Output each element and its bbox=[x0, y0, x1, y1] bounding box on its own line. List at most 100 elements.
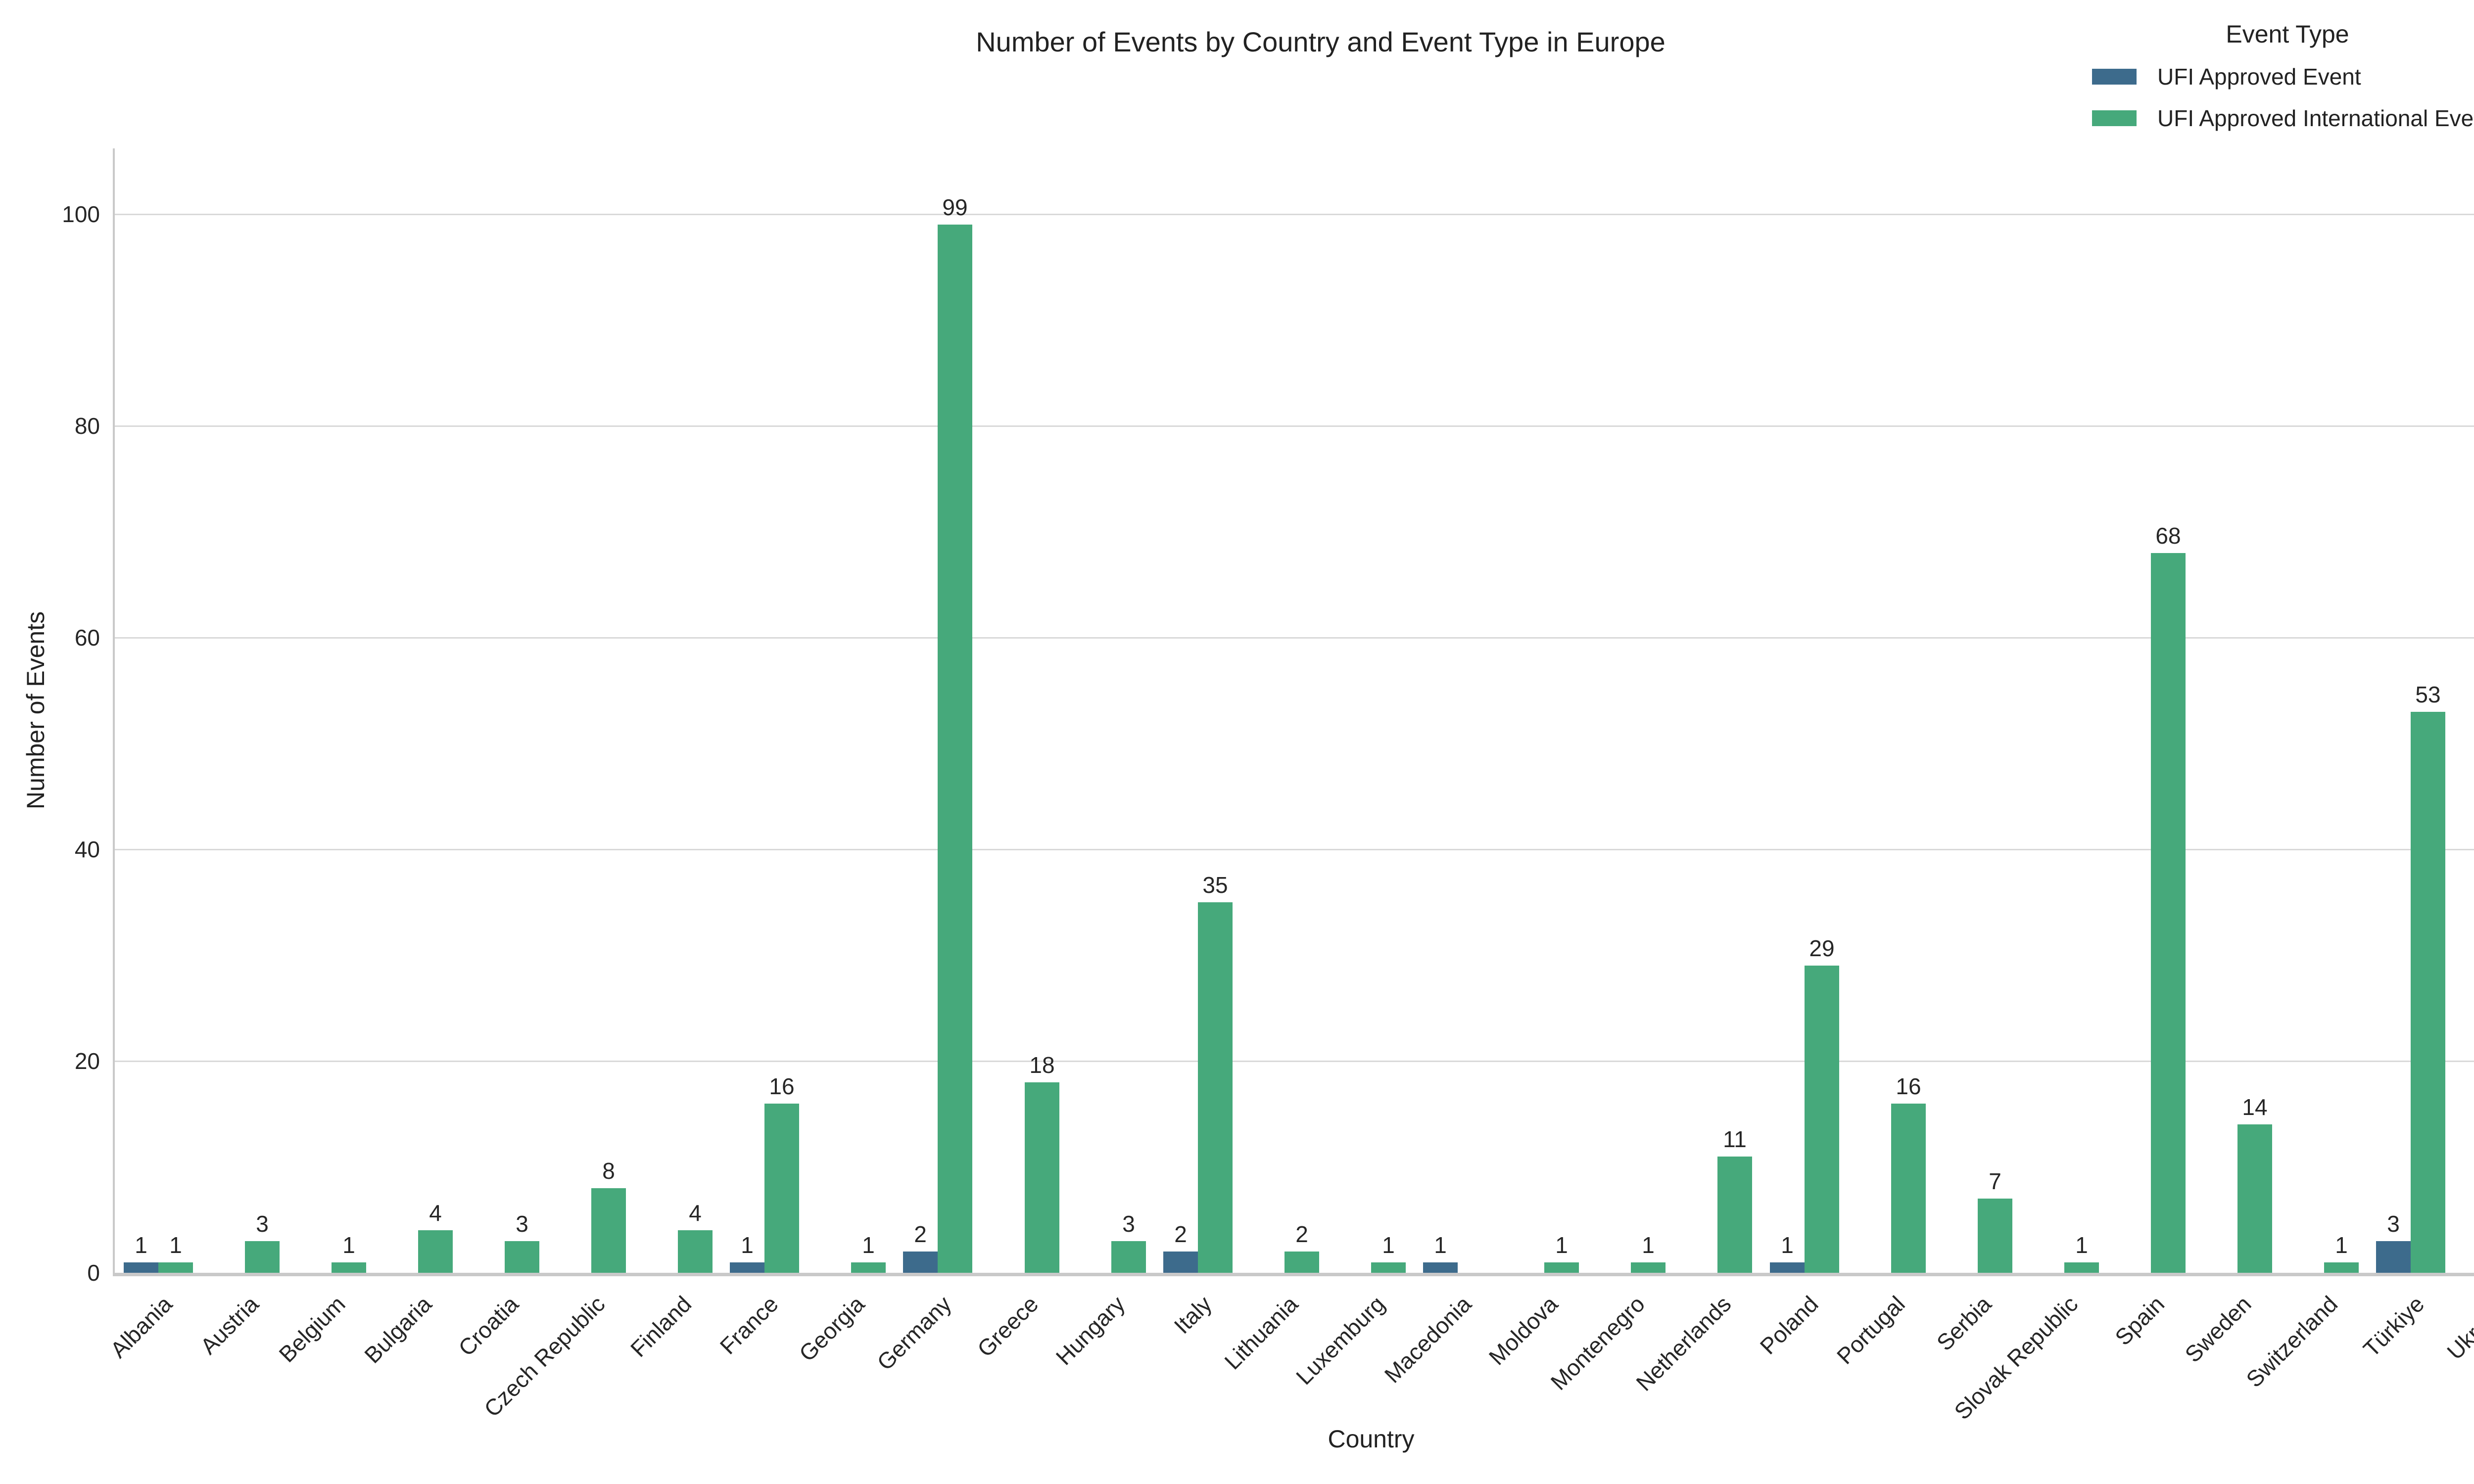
bar bbox=[1163, 1252, 1198, 1273]
bar bbox=[2151, 553, 2186, 1273]
bar bbox=[505, 1241, 539, 1273]
x-tick-label: Serbia bbox=[1931, 1291, 1997, 1356]
x-tick-label: Austria bbox=[195, 1291, 264, 1359]
gridline bbox=[115, 425, 2474, 427]
bar-value-label: 1 bbox=[342, 1232, 355, 1258]
bar bbox=[591, 1188, 626, 1273]
bar bbox=[245, 1241, 280, 1273]
bar bbox=[2411, 712, 2445, 1273]
bar-value-label: 11 bbox=[1723, 1126, 1747, 1152]
y-tick-label: 60 bbox=[74, 625, 100, 650]
gridline bbox=[115, 849, 2474, 850]
legend-item: UFI Approved Event bbox=[2092, 63, 2474, 90]
x-tick-label: Lithuania bbox=[1219, 1291, 1303, 1375]
bar-value-label: 1 bbox=[1642, 1232, 1655, 1258]
y-tick-label: 20 bbox=[74, 1048, 100, 1074]
bar-value-label: 3 bbox=[516, 1211, 528, 1237]
bar bbox=[2064, 1262, 2099, 1273]
x-tick-label: Greece bbox=[972, 1291, 1044, 1362]
bar-value-label: 1 bbox=[1781, 1232, 1794, 1258]
bar-value-label: 1 bbox=[2335, 1232, 2348, 1258]
bar bbox=[418, 1230, 453, 1273]
bar-value-label: 1 bbox=[135, 1232, 147, 1258]
bar-value-label: 3 bbox=[2387, 1211, 2400, 1237]
x-tick-label: Georgia bbox=[794, 1291, 870, 1367]
y-axis-spine bbox=[113, 148, 115, 1273]
bar-value-label: 1 bbox=[2075, 1232, 2088, 1258]
x-tick-label: United Kingdom bbox=[2470, 1291, 2474, 1424]
x-axis-spine bbox=[113, 1273, 2474, 1276]
bar bbox=[938, 225, 972, 1273]
bar bbox=[2324, 1262, 2359, 1273]
bar-value-label: 3 bbox=[256, 1211, 269, 1237]
legend-item-label: UFI Approved Event bbox=[2157, 64, 2361, 90]
bar-value-label: 68 bbox=[2155, 523, 2181, 549]
gridline bbox=[115, 214, 2474, 215]
bar bbox=[332, 1262, 366, 1273]
y-axis-label: Number of Events bbox=[22, 611, 49, 810]
bar bbox=[1891, 1104, 1926, 1273]
bar bbox=[1770, 1262, 1805, 1273]
x-tick-label: Switzerland bbox=[2241, 1291, 2343, 1392]
y-tick-label: 0 bbox=[87, 1260, 100, 1286]
bar bbox=[1423, 1262, 1458, 1273]
x-tick-label: Macedonia bbox=[1379, 1291, 1476, 1388]
bar-value-label: 1 bbox=[1555, 1232, 1568, 1258]
bar-value-label: 7 bbox=[1989, 1168, 2001, 1194]
bar-value-label: 1 bbox=[1434, 1232, 1447, 1258]
legend-swatch bbox=[2092, 69, 2137, 85]
bar bbox=[158, 1262, 193, 1273]
x-tick-label: Finland bbox=[625, 1291, 697, 1362]
bar-value-label: 1 bbox=[169, 1232, 182, 1258]
x-axis-label: Country bbox=[1328, 1425, 1415, 1453]
legend-item: UFI Approved International Event bbox=[2092, 105, 2474, 132]
gridline bbox=[115, 637, 2474, 639]
bar-value-label: 29 bbox=[1809, 935, 1835, 961]
bar-value-label: 14 bbox=[2242, 1094, 2268, 1120]
bar-value-label: 1 bbox=[741, 1232, 754, 1258]
bar-value-label: 53 bbox=[2415, 682, 2441, 707]
bar bbox=[851, 1262, 886, 1273]
bar-value-label: 16 bbox=[1896, 1073, 1921, 1099]
x-tick-label: Spain bbox=[2110, 1291, 2170, 1350]
bar bbox=[1544, 1262, 1579, 1273]
bar bbox=[1371, 1262, 1406, 1273]
bar bbox=[1285, 1252, 1319, 1273]
gridline bbox=[115, 1061, 2474, 1062]
legend-rows: UFI Approved Event UFI Approved Internati… bbox=[2092, 63, 2474, 132]
chart-title: Number of Events by Country and Event Ty… bbox=[976, 26, 1665, 57]
bar-value-label: 18 bbox=[1029, 1052, 1055, 1078]
bar-value-label: 1 bbox=[862, 1232, 875, 1258]
bar-value-label: 1 bbox=[1382, 1232, 1395, 1258]
x-tick-label: Italy bbox=[1169, 1291, 1217, 1339]
bar bbox=[1025, 1082, 1059, 1273]
x-tick-label: Hungary bbox=[1050, 1291, 1130, 1370]
bar-value-label: 2 bbox=[1174, 1221, 1187, 1247]
bar bbox=[903, 1252, 938, 1273]
bar bbox=[2376, 1241, 2411, 1273]
bar bbox=[124, 1262, 158, 1273]
bar-value-label: 4 bbox=[689, 1200, 702, 1226]
bar-value-label: 99 bbox=[942, 194, 968, 220]
x-tick-label: Luxemburg bbox=[1290, 1291, 1390, 1390]
x-tick-label: Germany bbox=[871, 1291, 956, 1376]
x-tick-label: Croatia bbox=[453, 1291, 523, 1361]
bar-value-label: 4 bbox=[429, 1200, 442, 1226]
bar bbox=[730, 1262, 764, 1273]
bar-value-label: 3 bbox=[1122, 1211, 1135, 1237]
legend-swatch bbox=[2092, 110, 2137, 126]
bar bbox=[678, 1230, 713, 1273]
legend-item-label: UFI Approved International Event bbox=[2157, 105, 2474, 131]
x-tick-label: Portugal bbox=[1831, 1291, 1910, 1369]
x-tick-label: Belgium bbox=[274, 1291, 350, 1367]
bar bbox=[2237, 1124, 2272, 1273]
x-tick-label: Albania bbox=[105, 1291, 177, 1363]
x-tick-label: Türkiye bbox=[2358, 1291, 2429, 1362]
y-tick-label: 40 bbox=[74, 836, 100, 862]
x-tick-label: France bbox=[714, 1291, 783, 1359]
bar bbox=[1631, 1262, 1665, 1273]
x-tick-label: Sweden bbox=[2180, 1291, 2256, 1368]
x-tick-label: Bulgaria bbox=[359, 1291, 437, 1368]
bar bbox=[1198, 902, 1233, 1273]
y-tick-label: 80 bbox=[74, 413, 100, 439]
